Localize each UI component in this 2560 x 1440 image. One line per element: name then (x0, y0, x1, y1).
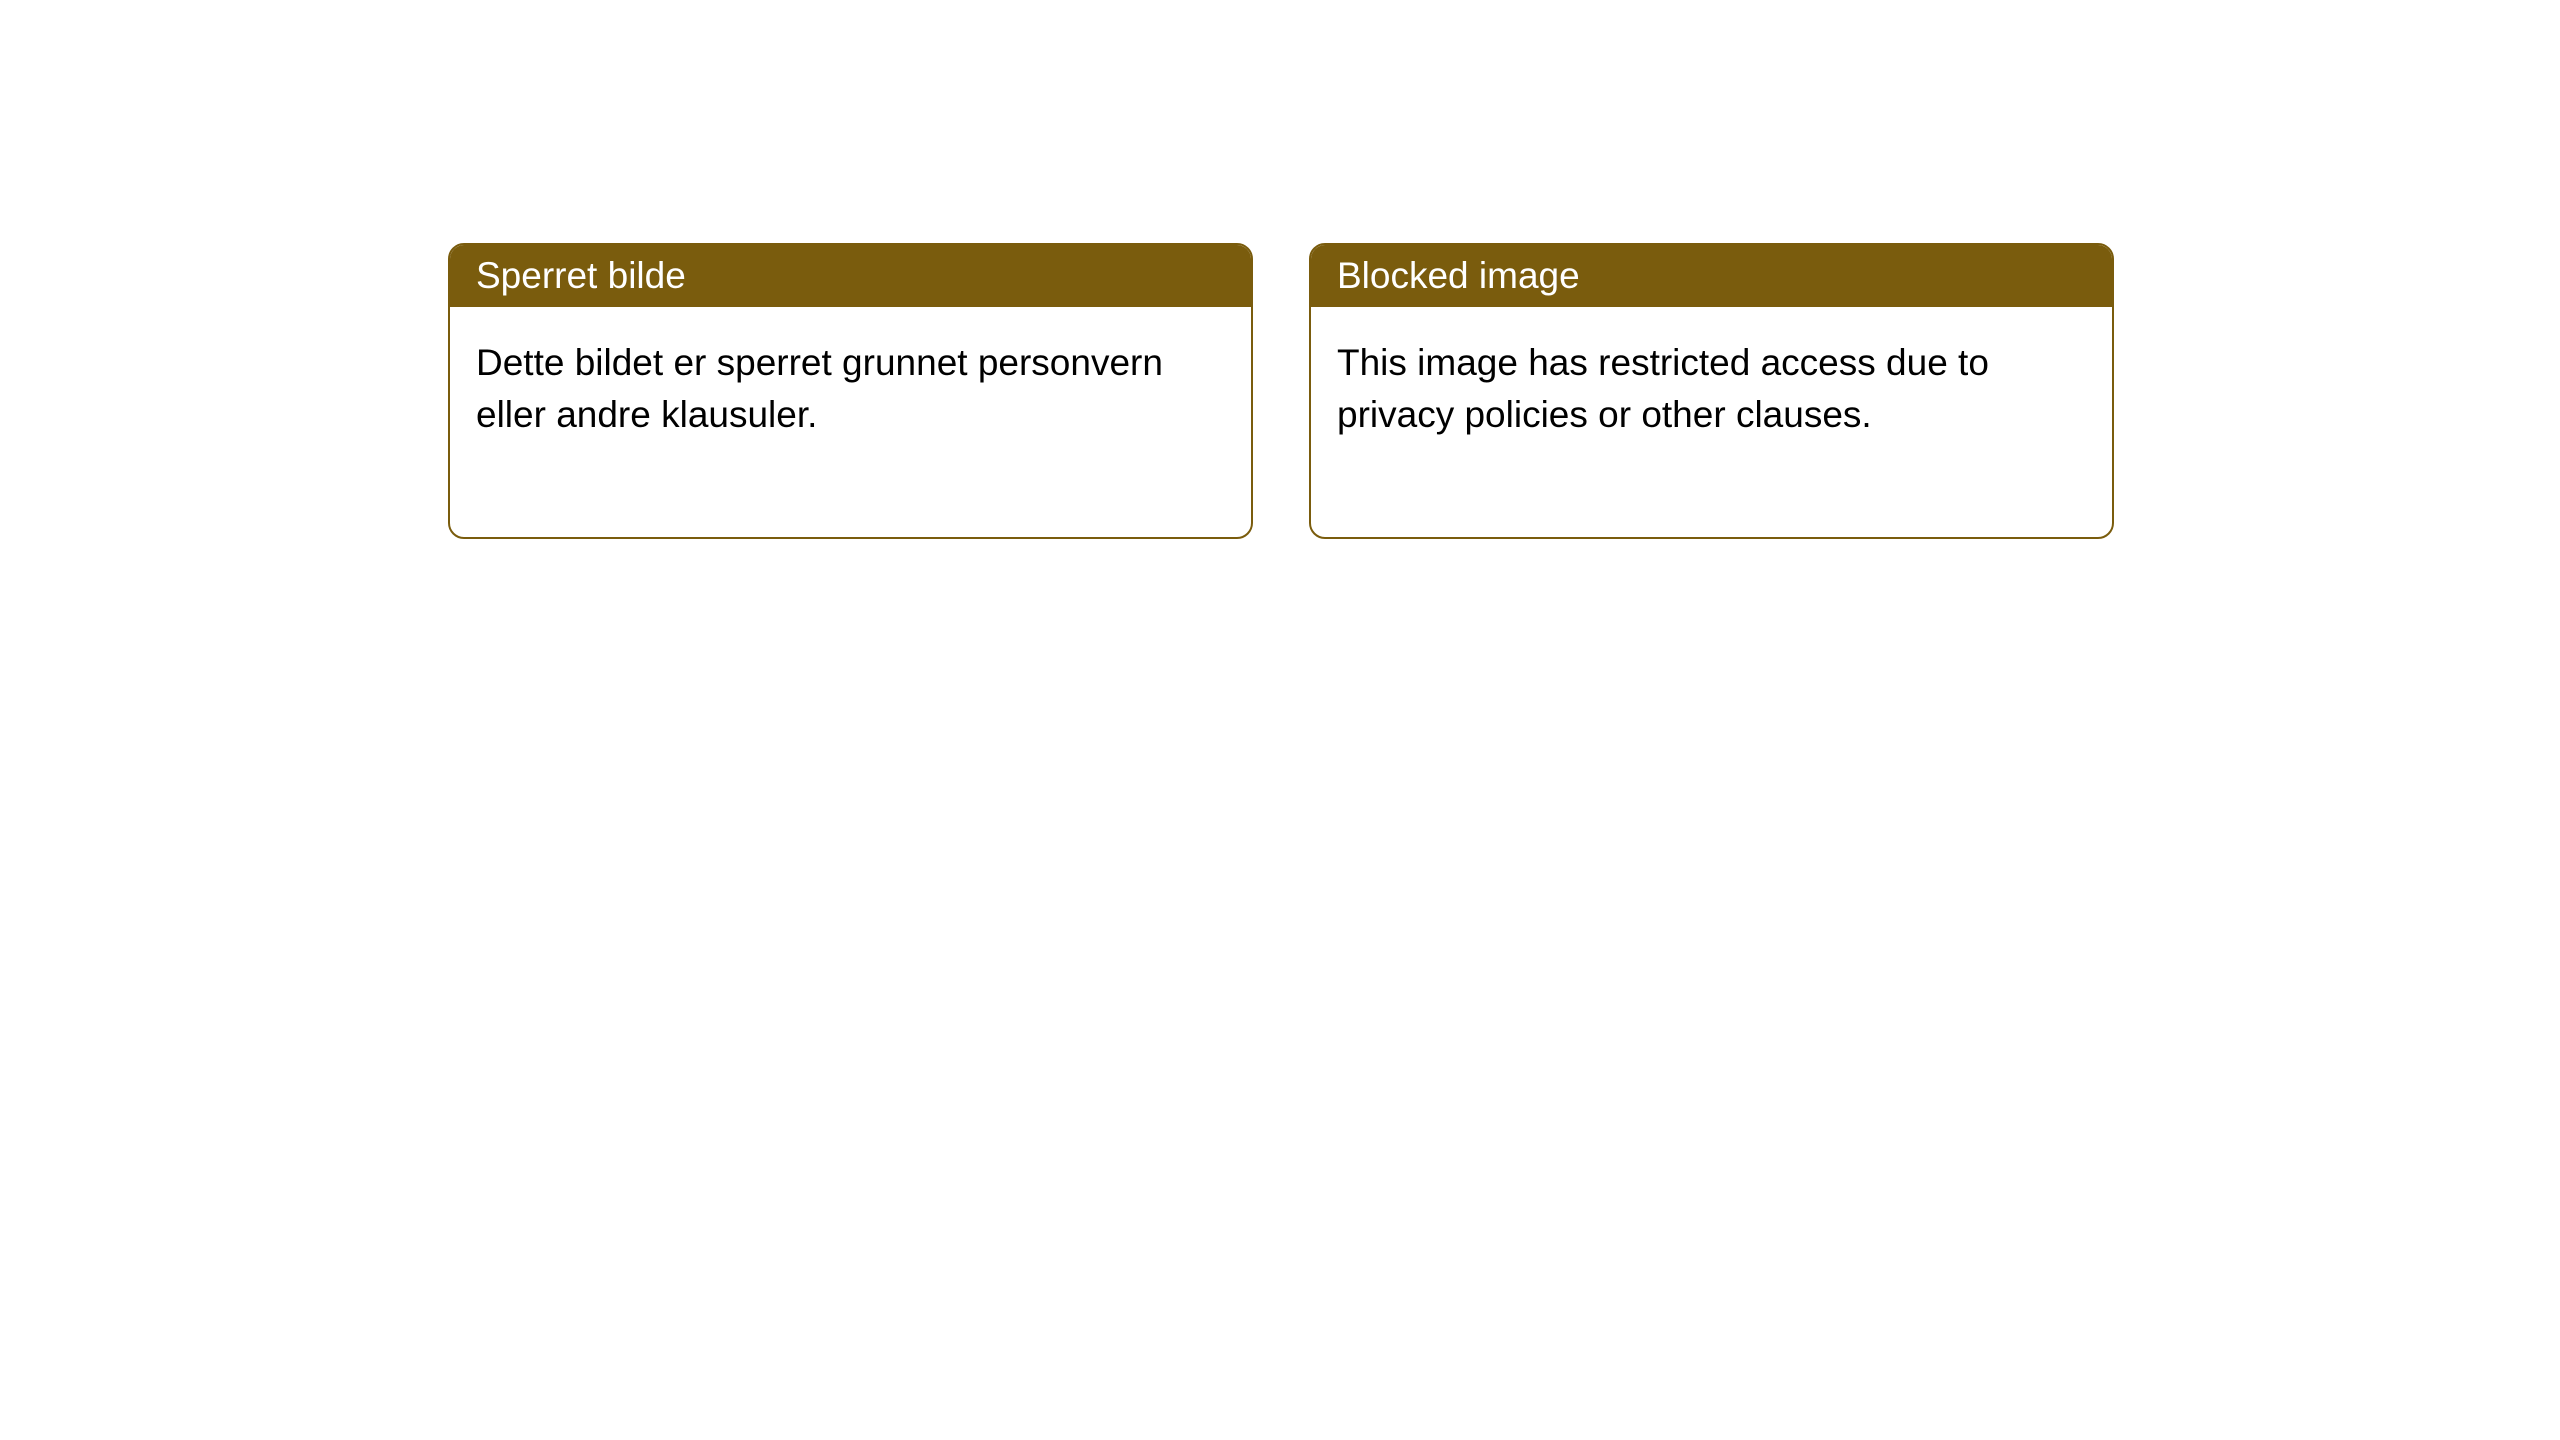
notice-body: This image has restricted access due to … (1311, 307, 2112, 537)
notice-container: Sperret bilde Dette bildet er sperret gr… (448, 243, 2114, 539)
notice-title: Sperret bilde (476, 255, 686, 296)
notice-body-text: This image has restricted access due to … (1337, 342, 1989, 435)
notice-card-norwegian: Sperret bilde Dette bildet er sperret gr… (448, 243, 1253, 539)
notice-card-english: Blocked image This image has restricted … (1309, 243, 2114, 539)
notice-body-text: Dette bildet er sperret grunnet personve… (476, 342, 1163, 435)
notice-header: Blocked image (1311, 245, 2112, 307)
notice-title: Blocked image (1337, 255, 1580, 296)
notice-header: Sperret bilde (450, 245, 1251, 307)
notice-body: Dette bildet er sperret grunnet personve… (450, 307, 1251, 537)
